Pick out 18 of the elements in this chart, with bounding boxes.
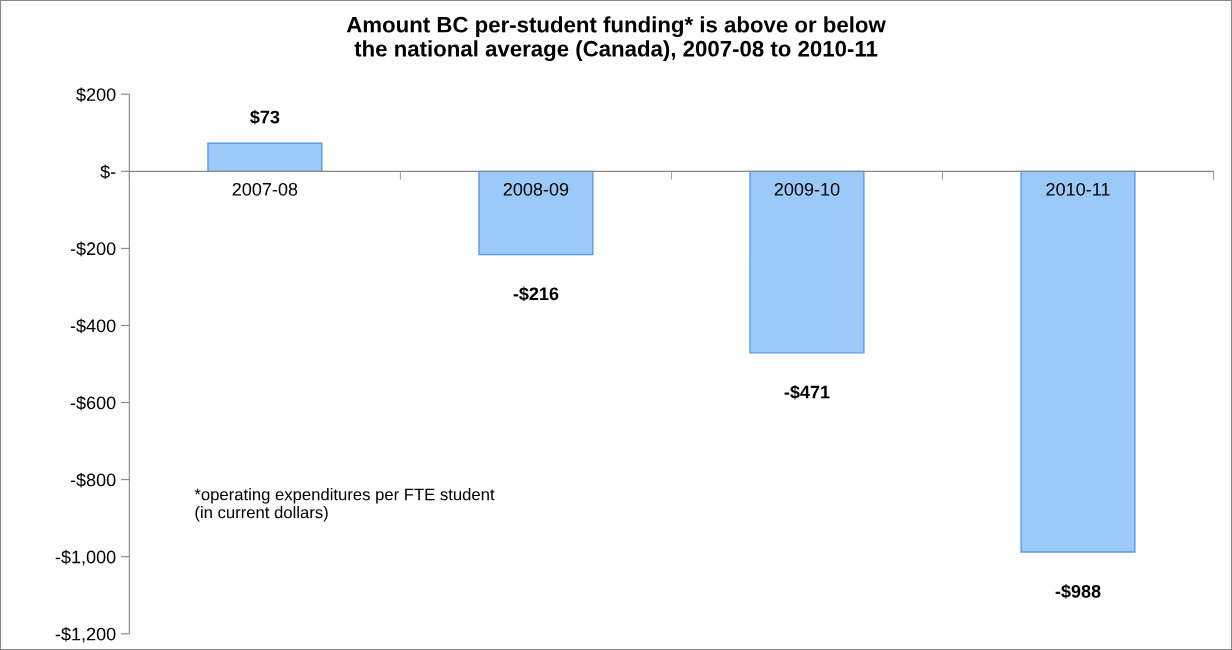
data-label: -$216	[513, 286, 559, 302]
x-tick-label: 2007-08	[232, 182, 298, 196]
x-tick-label: 2008-09	[503, 182, 569, 196]
x-tick-label: 2009-10	[774, 182, 840, 196]
annotation: *operating expenditures per FTE student (in current dollars)	[194, 488, 495, 522]
y-tick-label: -$400	[70, 318, 116, 334]
data-label: -$471	[784, 384, 830, 400]
y-tick-label: $200	[76, 87, 116, 103]
y-tick-label: -$800	[70, 472, 116, 488]
y-tick-label: -$600	[70, 395, 116, 411]
y-tick-label: -$200	[70, 241, 116, 257]
x-tick-label: 2010-11	[1046, 182, 1110, 196]
y-tick-label: $-	[100, 164, 116, 180]
data-label: -$988	[1055, 584, 1101, 599]
y-tick-label: -$1,200	[55, 626, 116, 643]
data-label: $73	[250, 109, 280, 125]
chart-title: Amount BC per-student funding* is above or below the national average (Canada), 2007-08 to 2010-11	[346, 16, 886, 62]
y-tick-label: -$1,000	[55, 549, 116, 566]
